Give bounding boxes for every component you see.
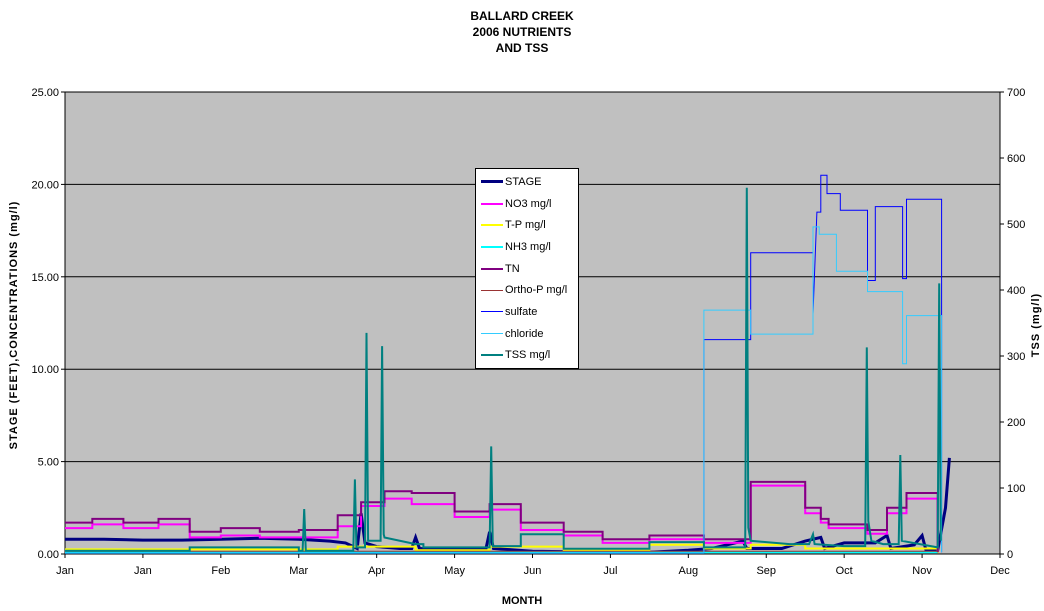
legend-swatch bbox=[481, 224, 503, 227]
y-right-tick-label: 200 bbox=[1007, 417, 1025, 429]
x-tick-label: Apr bbox=[368, 565, 385, 577]
y-right-tick-label: 700 bbox=[1007, 87, 1025, 99]
y-left-tick-label: 20.00 bbox=[31, 179, 59, 191]
legend-label: TN bbox=[505, 262, 520, 275]
legend-item: chloride bbox=[476, 323, 578, 345]
x-tick-label: Nov bbox=[912, 565, 932, 577]
y-axis-right-label: TSS (mg/l) bbox=[1030, 292, 1042, 358]
legend-item: NO3 mg/l bbox=[476, 193, 578, 215]
chart-title-line-3: AND TSS bbox=[495, 41, 549, 55]
legend-item: STAGE bbox=[476, 171, 578, 193]
legend-swatch bbox=[481, 354, 503, 357]
legend-item: Ortho-P mg/l bbox=[476, 279, 578, 301]
legend-item: TN bbox=[476, 258, 578, 280]
series-chloride-line bbox=[65, 226, 943, 554]
chart-title-line-1: BALLARD CREEK bbox=[470, 9, 574, 23]
legend-item: T-P mg/l bbox=[476, 214, 578, 236]
x-tick-label: Mar bbox=[289, 565, 308, 577]
legend-label: TSS mg/l bbox=[505, 349, 551, 362]
legend-swatch bbox=[481, 333, 503, 335]
y-right-tick-label: 0 bbox=[1007, 549, 1013, 561]
y-left-tick-label: 10.00 bbox=[31, 364, 59, 376]
y-right-tick-label: 400 bbox=[1007, 285, 1025, 297]
y-right-tick-label: 300 bbox=[1007, 351, 1025, 363]
legend-label: chloride bbox=[505, 327, 544, 340]
chart-title-line-2: 2006 NUTRIENTS bbox=[472, 25, 572, 39]
legend-label: NH3 mg/l bbox=[505, 240, 551, 253]
chart-title: BALLARD CREEK 2006 NUTRIENTS AND TSS bbox=[0, 8, 1044, 56]
legend-label: Ortho-P mg/l bbox=[505, 284, 568, 297]
x-axis-label: MONTH bbox=[501, 595, 543, 607]
x-tick-label: Feb bbox=[211, 565, 230, 577]
series-sulfate-line bbox=[65, 174, 943, 554]
x-tick-label: Dec bbox=[990, 565, 1010, 577]
y-right-tick-label: 100 bbox=[1007, 483, 1025, 495]
series-tss-mg-l-line bbox=[65, 187, 942, 552]
series-stage-line bbox=[65, 457, 951, 554]
legend-label: STAGE bbox=[505, 175, 542, 188]
legend-swatch bbox=[481, 289, 503, 291]
x-tick-label: Aug bbox=[679, 565, 699, 577]
y-left-tick-label: 0.00 bbox=[38, 549, 59, 561]
x-tick-label: Jan bbox=[134, 565, 152, 577]
legend-item: TSS mg/l bbox=[476, 345, 578, 367]
y-left-tick-label: 15.00 bbox=[31, 272, 59, 284]
x-tick-label: Jun bbox=[524, 565, 542, 577]
legend-label: NO3 mg/l bbox=[505, 197, 552, 210]
x-tick-label: Jul bbox=[603, 565, 617, 577]
legend-swatch bbox=[481, 180, 503, 184]
legend-swatch bbox=[481, 267, 503, 270]
y-right-tick-label: 500 bbox=[1007, 219, 1025, 231]
y-axis-left-label: STAGE (FEET),CONCENTRATIONS (mg/l) bbox=[8, 200, 20, 450]
x-tick-label: Sep bbox=[756, 565, 776, 577]
legend-swatch bbox=[481, 311, 503, 313]
legend-item: sulfate bbox=[476, 301, 578, 323]
x-tick-label: Jan bbox=[56, 565, 74, 577]
x-tick-label: Oct bbox=[836, 565, 853, 577]
legend-swatch bbox=[481, 202, 503, 205]
x-tick-label: May bbox=[444, 565, 465, 577]
chart-legend: STAGE NO3 mg/l T-P mg/l NH3 mg/l TN Ortho-P m… bbox=[475, 168, 579, 370]
y-right-tick-label: 600 bbox=[1007, 153, 1025, 165]
legend-label: T-P mg/l bbox=[505, 219, 546, 232]
legend-item: NH3 mg/l bbox=[476, 236, 578, 258]
y-left-tick-label: 25.00 bbox=[31, 87, 59, 99]
legend-swatch bbox=[481, 245, 503, 248]
legend-label: sulfate bbox=[505, 305, 538, 318]
y-left-tick-label: 5.00 bbox=[38, 457, 59, 469]
